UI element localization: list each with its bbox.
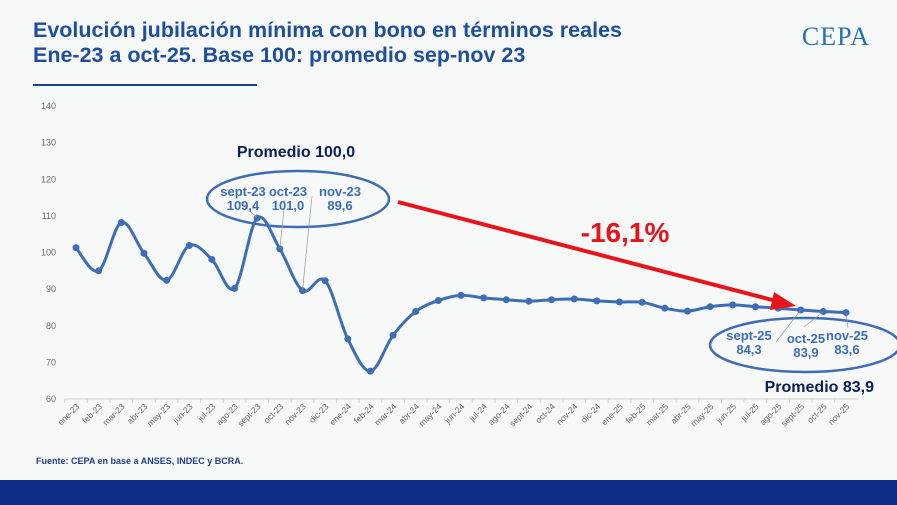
line-chart: 60708090100110120130140ene-23feb-23mar-2… bbox=[41, 101, 897, 428]
data-point bbox=[231, 284, 239, 292]
callout-label: sept-23 bbox=[220, 184, 266, 199]
x-tick-label: sept-25 bbox=[779, 401, 806, 428]
data-point bbox=[502, 296, 510, 304]
y-tick-label: 130 bbox=[41, 138, 56, 148]
x-tick-label: ene-23 bbox=[56, 401, 82, 427]
cepa-logo: CEPA bbox=[801, 22, 870, 51]
x-tick-label: may-25 bbox=[688, 401, 715, 428]
x-tick-label: sept-23 bbox=[235, 401, 262, 428]
x-tick-label: ene-24 bbox=[327, 401, 353, 427]
data-point bbox=[661, 304, 669, 312]
data-point bbox=[72, 244, 80, 252]
x-tick-label: oct-23 bbox=[261, 401, 285, 425]
y-tick-label: 70 bbox=[46, 357, 56, 367]
x-tick-label: feb-23 bbox=[80, 401, 104, 425]
data-point bbox=[117, 218, 125, 226]
source-note: Fuente: CEPA en base a ANSES, INDEC y BC… bbox=[36, 456, 244, 466]
leader-line bbox=[239, 201, 258, 219]
change-label: -16,1% bbox=[581, 217, 670, 248]
footer-bar bbox=[0, 480, 897, 505]
data-point bbox=[208, 255, 216, 263]
callout-value: 84,3 bbox=[736, 342, 761, 357]
x-tick-label: jun-25 bbox=[714, 401, 739, 426]
y-tick-label: 120 bbox=[41, 174, 56, 184]
arrow-head bbox=[770, 292, 796, 310]
data-point bbox=[729, 301, 737, 309]
callout-value: 101,0 bbox=[272, 198, 305, 213]
data-point bbox=[751, 303, 759, 311]
x-tick-label: mar-25 bbox=[644, 401, 670, 427]
x-tick-label: feb-25 bbox=[623, 401, 647, 425]
data-point bbox=[548, 296, 556, 304]
data-point bbox=[593, 297, 601, 305]
data-point bbox=[638, 298, 646, 306]
data-point bbox=[570, 295, 578, 303]
callout-label: sept-25 bbox=[726, 328, 772, 343]
callout-value: 109,4 bbox=[227, 198, 260, 213]
data-point bbox=[434, 296, 442, 304]
x-tick-label: nov-24 bbox=[554, 401, 580, 427]
data-point bbox=[457, 291, 465, 299]
leader-line bbox=[279, 199, 286, 249]
leader-line bbox=[803, 311, 824, 328]
callout-label: nov-23 bbox=[319, 184, 361, 199]
x-tick-label: jun-24 bbox=[442, 401, 467, 426]
callout-ellipse-end bbox=[708, 316, 897, 374]
x-tick-label: nov-25 bbox=[826, 401, 852, 427]
title-line-2: Ene-23 a oct-25. Base 100: promedio sep-… bbox=[33, 43, 526, 67]
leader-line bbox=[845, 312, 849, 329]
x-tick-label: nov-23 bbox=[282, 401, 308, 427]
data-point bbox=[344, 335, 352, 343]
leader-line bbox=[302, 195, 313, 291]
x-tick-label: ene-25 bbox=[599, 401, 625, 427]
x-tick-label: feb-24 bbox=[352, 401, 376, 425]
data-point bbox=[185, 242, 193, 250]
data-point bbox=[706, 303, 714, 311]
x-tick-label: mar-23 bbox=[101, 401, 127, 427]
callout-label: oct-23 bbox=[269, 184, 307, 199]
data-point bbox=[95, 267, 103, 275]
x-tick-label: jun-23 bbox=[170, 401, 195, 426]
x-tick-label: oct-25 bbox=[805, 401, 829, 425]
data-point bbox=[321, 277, 329, 285]
callout-label: nov-25 bbox=[826, 328, 868, 343]
x-tick-label: oct-24 bbox=[533, 401, 557, 425]
callout-value: 83,9 bbox=[793, 345, 818, 360]
data-point bbox=[140, 249, 148, 257]
average-start-label: Promedio 100,0 bbox=[237, 144, 355, 161]
data-point bbox=[389, 331, 397, 339]
leader-line bbox=[775, 309, 801, 343]
y-tick-label: 90 bbox=[46, 284, 56, 294]
y-tick-label: 80 bbox=[46, 321, 56, 331]
data-point bbox=[163, 276, 171, 284]
data-point bbox=[366, 367, 374, 375]
y-tick-label: 60 bbox=[46, 394, 56, 404]
trend-arrow bbox=[397, 200, 781, 304]
x-tick-label: may-24 bbox=[417, 401, 444, 428]
callout-ellipse-start bbox=[205, 169, 391, 229]
data-point bbox=[480, 294, 488, 302]
x-tick-label: mar-24 bbox=[372, 401, 398, 427]
callout-value: 89,6 bbox=[327, 198, 352, 213]
data-point bbox=[525, 297, 533, 305]
y-tick-label: 140 bbox=[41, 101, 56, 111]
callout-value: 83,6 bbox=[834, 342, 859, 357]
x-tick-label: may-23 bbox=[145, 401, 172, 428]
data-point bbox=[616, 298, 624, 306]
title-underline bbox=[33, 84, 257, 86]
y-tick-label: 110 bbox=[42, 211, 56, 221]
callout-label: oct-25 bbox=[787, 331, 825, 346]
data-point bbox=[683, 307, 691, 315]
title-line-1: Evolución jubilación mínima con bono en … bbox=[33, 18, 622, 42]
x-tick-label: sept-24 bbox=[507, 401, 534, 428]
y-tick-label: 100 bbox=[41, 248, 56, 258]
chart-title: Evolución jubilación mínima con bono en … bbox=[33, 18, 622, 68]
average-end-label: Promedio 83,9 bbox=[765, 379, 874, 396]
data-point bbox=[412, 307, 420, 315]
